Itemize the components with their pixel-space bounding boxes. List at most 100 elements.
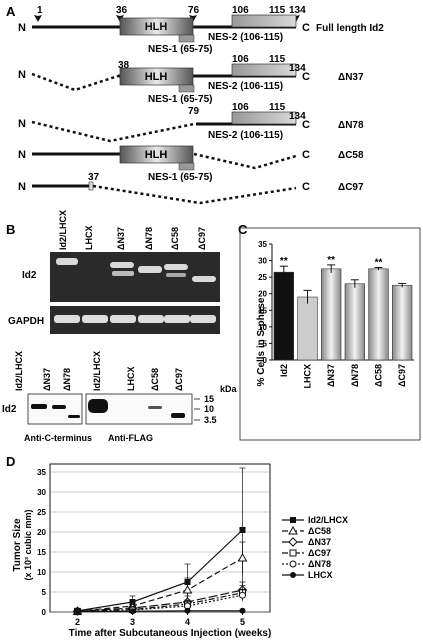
western-lane-label: LHCX [126,367,136,392]
c-terminus: C [302,71,310,83]
gel-lane-label: LHCX [84,226,94,251]
gel-lane-label: ΔN78 [144,227,154,250]
legend-label: ΔN37 [308,537,331,547]
western-lane-label: ΔC58 [150,368,160,391]
bar [273,271,294,361]
gel-bands-gapdh [54,315,216,323]
construct-label-dn37: ΔN37 [338,72,364,83]
panel-d-ylabel-1: Tumor Size [12,518,23,572]
x-tick-label: 5 [240,617,245,627]
panel-b-label: B [6,222,15,237]
gel-lane-label: ΔN37 [116,227,126,250]
panel-d-ylabel-2: (x 10³ cubic mm) [23,509,33,580]
data-point [182,584,193,594]
c-terminus: C [302,149,310,161]
kda-mark: 3.5 [204,415,217,425]
x-tick-label: LHCX [303,364,313,389]
nes2-label: NES-2 (106-115) [208,32,283,43]
legend-marker [289,560,297,568]
kda-mark: 15 [204,394,214,404]
y-tick-label: 30 [37,488,46,497]
number-1: 1 [37,5,43,16]
panel-d-xlabel: Time after Subcutaneous Injection (weeks… [69,628,272,639]
nes2-box [231,63,297,77]
gel-lane-label: ΔC58 [170,227,180,250]
plot-frame [49,463,271,613]
significance-label: ** [327,255,335,266]
number-38: 38 [118,60,130,71]
x-tick-label: 4 [185,617,190,627]
construct-dn78: N 79 106 115 134 C ΔN78 NES-2 (106-115) [18,102,364,143]
construct-full-length: 1 36 76 134 106 115 N HLH C Full length … [18,5,384,55]
x-tick-label: 2 [75,617,80,627]
panel-c-frame [239,227,421,441]
x-tick-label: 3 [130,617,135,627]
nes1-label: NES-1 (65-75) [148,94,212,105]
arrow-1-icon [34,15,42,22]
western-row-label: Id2 [2,404,17,415]
panel-d-label: D [6,454,15,469]
antibody-label-left: Anti-C-terminus [24,433,92,443]
gel-image-id2 [50,252,220,302]
nes1-box [178,162,195,171]
y-tick-label: 30 [258,257,267,266]
number-106: 106 [232,5,249,16]
construct-label-dc58: ΔC58 [338,150,364,161]
x-tick-label: Id2 [279,364,289,377]
legend-label: ΔC58 [308,526,331,536]
nes2-box [231,111,297,125]
series-line [77,589,243,612]
number-134: 134 [289,111,306,122]
x-tick-label: ΔN37 [326,364,336,387]
n-terminus: N [18,149,26,161]
panel-a-label: A [6,4,16,19]
number-115: 115 [269,5,286,16]
construct-dn37: N 38 106 115 134 HLH C ΔN37 NES-2 (106-1… [18,54,364,105]
y-tick-label: 15 [258,306,267,315]
kda-mark: 10 [204,404,214,414]
nes2-box [231,14,297,28]
legend-marker [289,549,297,557]
panel-c-ylabel: % Cells in S-phase [256,297,267,386]
n-terminus: N [18,22,26,34]
data-point [239,607,246,614]
y-tick-label: 25 [258,273,267,282]
n-terminus: N [18,181,26,193]
data-point [237,552,248,562]
bar [368,268,389,361]
legend-label: ΔN78 [308,559,331,569]
c-terminus: C [302,181,310,193]
gel-row-label-gapdh: GAPDH [8,316,44,327]
legend-marker [290,572,296,578]
number-106: 106 [232,102,249,113]
hlh-label: HLH [145,21,168,33]
construct-dc58: N HLH C ΔC58 NES-1 (65-75) [18,145,364,183]
panel-d-chart: 0 5 10 15 20 25 30 35 2 3 4 5 [37,463,271,627]
x-tick-label: ΔC97 [397,364,407,387]
y-tick-label: 20 [258,290,267,299]
kda-label: kDa [220,384,238,394]
western-bands-right [88,399,185,418]
y-tick-label: 0 [42,608,47,617]
western-lane-label: ΔN78 [62,368,72,391]
construct-label-dn78: ΔN78 [338,120,364,131]
significance-label: ** [280,256,288,267]
n-terminus: N [18,118,26,130]
series-line [77,529,243,612]
gel-row-label-id2: Id2 [22,270,37,281]
gel-bands-id2 [56,258,216,282]
nes1-box [178,84,195,93]
western-lane-label: Id2/LHCX [92,351,102,391]
number-134: 134 [289,5,306,16]
bar [344,283,365,361]
bar [297,296,318,361]
legend-label: ΔC97 [308,548,331,558]
panel-c-chart: 0 5 10 15 20 25 30 35 ** Id2 LHCX ** ΔN37 ΔN78 ** ΔC58 Δ… [258,240,414,389]
data-point [239,527,246,533]
antibody-label-right: Anti-FLAG [108,433,153,443]
panel-c-label: C [238,222,248,237]
n-terminus: N [18,69,26,81]
nes1-box [178,34,195,43]
number-79: 79 [188,106,200,117]
series [72,541,248,615]
